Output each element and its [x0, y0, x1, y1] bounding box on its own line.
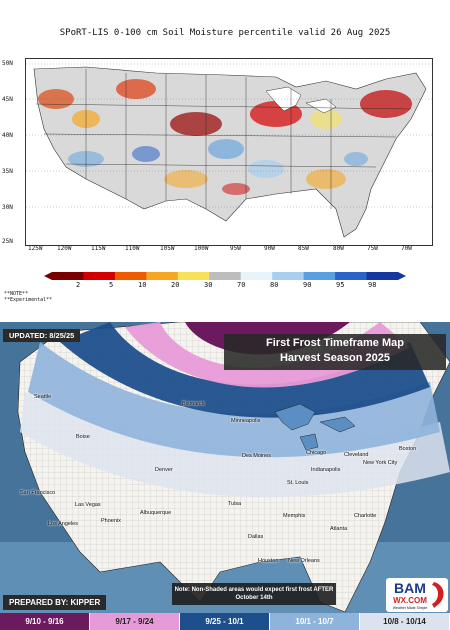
logo-text: BAM [394, 580, 426, 596]
lon-label: 80W [333, 245, 344, 252]
colorbar-label: 80 [270, 281, 279, 289]
colorbar-segment [209, 272, 242, 280]
note-label: **NOTE** [4, 291, 29, 297]
colorbar-segment [366, 272, 399, 280]
bamwx-logo-graphic: BAM WX.COM Weather Made Simple [386, 578, 448, 612]
city-label: Los Angeles [48, 521, 78, 527]
legend-item: 9/10 - 9/16 [0, 613, 90, 630]
lat-label: 40N [2, 132, 13, 139]
city-label: Charlotte [354, 513, 377, 519]
legend-item: 9/17 - 9/24 [90, 613, 180, 630]
city-label: Memphis [283, 513, 306, 519]
colorbar-segment [146, 272, 179, 280]
colorbar-label: 10 [138, 281, 147, 289]
frost-map-title: First Frost Timeframe Map [266, 337, 404, 349]
lat-label: 25N [2, 238, 13, 245]
lon-label: 85W [298, 245, 309, 252]
colorbar-segment [114, 272, 147, 280]
city-label: Indianapolis [311, 467, 341, 473]
great-lakes [265, 86, 337, 114]
lon-label: 120W [57, 245, 72, 252]
city-label: Atlanta [330, 526, 348, 532]
colorbar-label: 20 [171, 281, 180, 289]
colorbar-label: 98 [368, 281, 377, 289]
colorbar-label: 70 [237, 281, 246, 289]
soil-moisture-panel: SPoRT-LIS 0-100 cm Soil Moisture percent… [2, 28, 433, 303]
band-9-17-9-24 [125, 322, 410, 388]
city-label: Chicago [306, 450, 327, 456]
city-label: Boston [399, 446, 417, 452]
great-lakes [274, 403, 356, 451]
city-label: Cleveland [344, 452, 369, 458]
legend-item: 10/1 - 10/7 [270, 613, 360, 630]
colorbar-segment [272, 272, 305, 280]
logo-tag: Weather Made Simple [393, 606, 428, 610]
city-label: Denver [155, 467, 173, 473]
frost-map-subtitle: Harvest Season 2025 [279, 352, 391, 364]
experimental-label: **Experimental** [4, 297, 53, 303]
lon-label: 70W [401, 245, 412, 252]
city-label: Phoenix [101, 518, 121, 524]
lon-label: 75W [367, 245, 378, 252]
soil-moisture-colorbar [44, 272, 406, 280]
soil-moisture-map-svg [26, 59, 432, 245]
city-label: New Orleans [288, 558, 320, 564]
legend-item: 9/25 - 10/1 [180, 613, 270, 630]
colorbar-label: 5 [109, 281, 114, 289]
lon-label: 110W [125, 245, 140, 252]
lat-label: 45N [2, 96, 13, 103]
colorbar-segment [83, 272, 116, 280]
frost-map-title-banner: First Frost Timeframe Map Harvest Season… [224, 334, 446, 370]
colorbar-label: 90 [303, 281, 312, 289]
prepared-by-badge: PREPARED BY: KIPPER [3, 595, 107, 610]
city-label: Boise [76, 434, 90, 440]
frost-note: Note: Non-Shaded areas would expect firs… [172, 583, 336, 605]
lon-label: 105W [160, 245, 175, 252]
city-label: Houston [258, 558, 279, 564]
lon-label: 90W [264, 245, 275, 252]
colorbar-segment [335, 272, 368, 280]
colorbar-arrow-left [44, 272, 52, 280]
lon-label: 125W [28, 245, 43, 252]
city-label: New York City [363, 460, 398, 466]
legend-item: 10/8 - 10/14 [360, 613, 450, 630]
colorbar-label: 95 [336, 281, 345, 289]
lat-label: 50N [2, 60, 13, 67]
city-label: Dallas [248, 534, 264, 540]
frost-legend: 9/10 - 9/16 9/17 - 9/24 9/25 - 10/1 10/1… [0, 613, 450, 630]
colorbar-arrow-right [398, 272, 406, 280]
colorbar-label: 2 [76, 281, 81, 289]
lon-label: 115W [91, 245, 106, 252]
updated-badge: UPDATED: 8/25/25 [3, 329, 81, 342]
city-label: Bismarck [182, 401, 205, 407]
colorbar-label: 30 [204, 281, 213, 289]
city-label: Albuquerque [140, 510, 172, 516]
city-label: Seattle [34, 394, 52, 400]
lat-label: 30N [2, 204, 13, 211]
logo-sub: WX.COM [393, 596, 427, 605]
band-10-8-10-14 [20, 392, 450, 498]
city-label: San Francisco [20, 490, 56, 496]
city-label: St. Louis [287, 480, 309, 486]
city-label: Des Moines [242, 453, 272, 459]
city-label: Minneapolis [231, 418, 261, 424]
colorbar-segment [52, 272, 84, 280]
state-borders [35, 69, 412, 209]
band-9-25-10-1 [60, 322, 430, 418]
lon-label: 95W [230, 245, 241, 252]
city-label: Tulsa [228, 501, 242, 507]
colorbar-segment [303, 272, 336, 280]
city-label: Las Vegas [75, 502, 101, 508]
colorbar-segment [240, 272, 273, 280]
bamwx-logo: BAM WX.COM Weather Made Simple [386, 578, 448, 612]
soil-map-title: SPoRT-LIS 0-100 cm Soil Moisture percent… [59, 28, 391, 38]
colorbar-segment [177, 272, 210, 280]
soil-moisture-map [25, 58, 433, 246]
lon-label: 100W [194, 245, 209, 252]
lat-label: 35N [2, 168, 13, 175]
